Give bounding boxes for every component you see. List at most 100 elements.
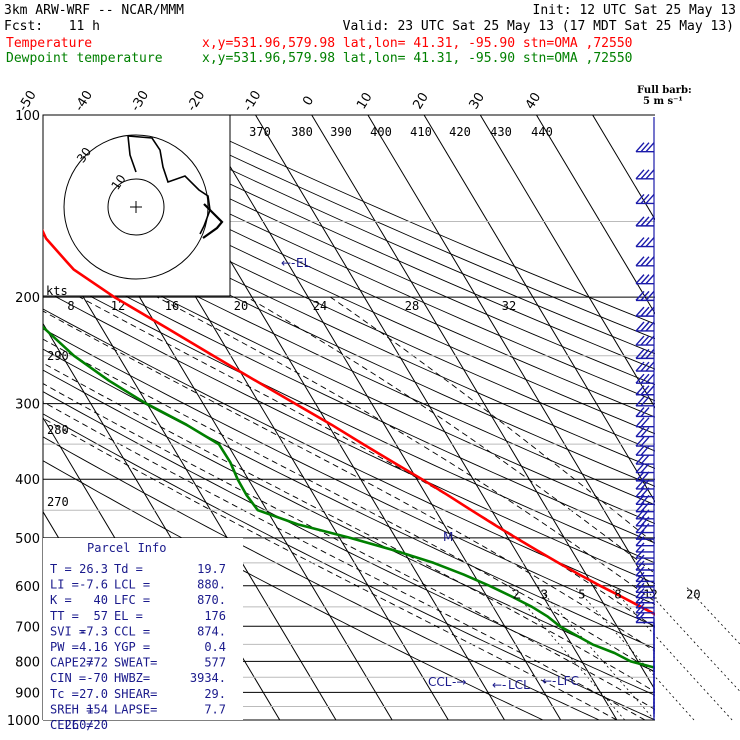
wind-barb-flag	[640, 142, 650, 153]
parcel-field: Tc =	[50, 687, 79, 701]
wind-barb-flag	[635, 169, 645, 180]
theta-e-label: 380	[291, 125, 313, 139]
parcel-field: YGP =	[114, 640, 150, 654]
fcst-value: 11 h	[69, 19, 100, 34]
isotherm-label: 0	[300, 94, 317, 109]
soundings	[43, 228, 655, 670]
wind-barb-flag	[635, 577, 645, 588]
wind-barb-flag	[635, 373, 645, 384]
wind-barb-flag	[645, 373, 655, 384]
temperature-line	[43, 228, 655, 616]
wind-barb-flag	[640, 216, 650, 227]
isotherm-line	[367, 115, 655, 597]
parcel-field: TT =	[50, 609, 79, 623]
wind-legend: Full barb: 5 m s⁻¹	[637, 85, 692, 107]
parcel-field: LCL =	[114, 578, 150, 592]
isotherm-label: 40	[523, 90, 544, 112]
pressure-tick-label: 400	[15, 473, 40, 488]
wind-barb-flag	[640, 385, 650, 396]
theta-label: 290	[47, 349, 69, 363]
mixing-ratio-label: 2	[513, 587, 520, 601]
el-marker: EL	[296, 256, 311, 270]
theta-e-label: 400	[370, 125, 392, 139]
mixing-ratio-line	[609, 585, 733, 721]
wind-barb-flag	[645, 216, 655, 227]
wind-barb-flag	[635, 396, 645, 407]
wind-barb-flag	[640, 361, 650, 372]
wind-barb-flag	[635, 554, 645, 565]
wind-barb-flag	[635, 566, 645, 577]
wind-barb-flag	[640, 256, 650, 267]
wind-barb-flag	[645, 290, 655, 301]
speed-label: 32	[502, 299, 516, 313]
wind-barb-flag	[640, 407, 650, 417]
wind-barb-flag	[635, 216, 645, 227]
pressure-tick-label: 200	[15, 291, 40, 306]
m-marker: M	[443, 530, 453, 544]
wind-barb-flag	[645, 335, 655, 346]
parcel-field: SVI =	[50, 624, 86, 638]
isotherm-label: 30	[467, 90, 488, 112]
isotherm-line	[536, 115, 655, 315]
wind-barb-flag	[640, 454, 650, 465]
wind-barb-flag	[635, 463, 645, 474]
temperature-info: x,y=531.96,579.98 lat,lon= 41.31, -95.90…	[202, 36, 632, 51]
parcel-field: 577	[204, 656, 226, 670]
parcel-field: SWEAT=	[114, 656, 157, 670]
dewpoint-info: x,y=531.96,579.98 lat,lon= 41.31, -95.90…	[202, 51, 632, 66]
pressure-tick-label: 600	[15, 580, 40, 595]
isotherm-line	[423, 115, 655, 503]
mixing-ratio-line	[536, 585, 655, 721]
wind-barb-flag	[635, 445, 645, 456]
wind-barb-flag	[635, 542, 645, 553]
moist-adiabat-line	[156, 296, 655, 603]
isotherm-line	[592, 115, 655, 221]
pressure-axis: 100 200 300 400 500 600 700 800 900 1000	[7, 109, 40, 729]
wind-barbs	[635, 117, 655, 720]
theta-e-scale: 370 380 390 400 410 420 430 440	[249, 125, 553, 139]
wind-barb-flag	[640, 274, 650, 285]
hodograph-trace-low	[202, 203, 224, 239]
speed-label: 8	[67, 299, 74, 313]
speed-label: 24	[313, 299, 327, 313]
wind-barb-flag	[645, 256, 655, 267]
wind-barb-flag	[635, 256, 645, 267]
wind-barb-flag	[635, 407, 645, 417]
parcel-title: Parcel Info	[87, 541, 166, 555]
wind-barb-flag	[635, 335, 645, 346]
speed-label: 16	[165, 299, 179, 313]
hodograph-inset: 30 10 kts	[42, 114, 231, 298]
wind-barb-flag	[635, 348, 645, 359]
wind-barb-flag	[645, 169, 655, 180]
parcel-field: 19.7	[197, 562, 226, 576]
wind-barb-flag	[640, 396, 650, 407]
theta-e-label: 370	[249, 125, 271, 139]
header: 3km ARW-WRF -- NCAR/MMM Init: 12 UTC Sat…	[4, 3, 736, 66]
parcel-field: 154	[86, 702, 108, 716]
parcel-field: K =	[50, 593, 72, 607]
theta-labels: 290 280 270	[47, 349, 69, 509]
parcel-field: T =	[50, 562, 72, 576]
wind-barb-flag	[645, 321, 655, 332]
wind-barb-flag	[635, 361, 645, 372]
wind-barb-flag	[640, 193, 650, 204]
parcel-field: 176	[204, 609, 226, 623]
isotherm-line	[198, 115, 562, 720]
temperature-label: Temperature	[6, 36, 92, 51]
isotherm-label: -20	[184, 88, 208, 114]
parcel-field: 27.0	[79, 687, 108, 701]
wind-barb-flag	[635, 321, 645, 332]
model-title: 3km ARW-WRF -- NCAR/MMM	[4, 3, 184, 18]
mixing-ratio-lines	[508, 585, 740, 721]
wind-barb-flag	[645, 193, 655, 204]
isotherm-line	[479, 115, 655, 409]
parcel-field: 0.4	[204, 640, 226, 654]
init-time: Init: 12 UTC Sat 25 May 13	[533, 3, 737, 18]
wind-barb-flag	[635, 582, 645, 593]
parcel-field: 26.3	[79, 562, 108, 576]
parcel-field: CCL =	[114, 624, 150, 638]
wind-barb-flag	[645, 274, 655, 285]
pressure-tick-label: 1000	[7, 714, 40, 729]
wind-barb-flag	[635, 306, 645, 317]
hodograph-units: kts	[46, 284, 68, 298]
